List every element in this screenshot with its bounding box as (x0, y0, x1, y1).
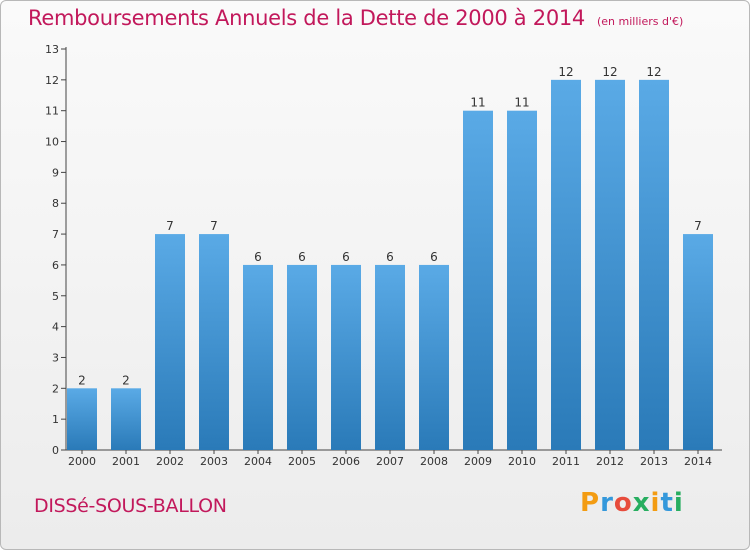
bar-value-label: 12 (646, 65, 661, 79)
bar[interactable] (155, 234, 185, 450)
bar[interactable] (331, 264, 361, 450)
bars (67, 79, 713, 450)
brand-letter: o (613, 488, 633, 518)
x-tick-label: 2002 (156, 455, 184, 468)
x-tick-label: 2005 (288, 455, 316, 468)
x-tick-label: 2010 (508, 455, 536, 468)
bar[interactable] (551, 79, 581, 450)
y-tick-label: 11 (45, 105, 59, 118)
x-tick-label: 2011 (552, 455, 580, 468)
labels: 0123456789101112132200022001720027200362… (45, 43, 712, 468)
bar[interactable] (507, 110, 537, 450)
bar-value-label: 2 (78, 373, 86, 387)
bar[interactable] (463, 110, 493, 450)
bar[interactable] (639, 79, 669, 450)
bar-value-label: 12 (558, 65, 573, 79)
bar-value-label: 7 (694, 219, 702, 233)
brand-logo[interactable]: Proxiti (580, 488, 684, 518)
location-name: DISSé-SOUS-BALLON (34, 495, 227, 517)
brand-letter: P (580, 488, 601, 518)
brand-letter: r (600, 488, 614, 518)
bar-value-label: 6 (254, 250, 262, 264)
bar-value-label: 12 (602, 65, 617, 79)
x-tick-label: 2012 (596, 455, 624, 468)
brand-letter: i (673, 488, 684, 518)
title-row: Remboursements Annuels de la Dette de 20… (28, 6, 683, 40)
bar[interactable] (67, 388, 97, 450)
bar[interactable] (375, 264, 405, 450)
bar-value-label: 6 (430, 250, 438, 264)
bar[interactable] (683, 234, 713, 450)
y-tick-label: 2 (52, 382, 59, 395)
y-tick-label: 9 (52, 166, 59, 179)
brand-letter: i (650, 488, 661, 518)
y-tick-label: 13 (45, 43, 59, 56)
bar-value-label: 2 (122, 373, 130, 387)
bar-value-label: 6 (386, 250, 394, 264)
bar[interactable] (199, 234, 229, 450)
y-tick-label: 4 (52, 321, 59, 334)
x-tick-label: 2014 (684, 455, 712, 468)
bar[interactable] (419, 264, 449, 450)
brand-letter: t (660, 488, 674, 518)
y-tick-label: 7 (52, 228, 59, 241)
chart-title: Remboursements Annuels de la Dette de 20… (28, 6, 585, 30)
x-tick-label: 2001 (112, 455, 140, 468)
bar-value-label: 7 (166, 219, 174, 233)
y-tick-label: 3 (52, 351, 59, 364)
bar-value-label: 7 (210, 219, 218, 233)
y-tick-label: 12 (45, 74, 59, 87)
bar-value-label: 11 (514, 96, 529, 110)
y-tick-label: 10 (45, 136, 59, 149)
bar[interactable] (287, 264, 317, 450)
brand-letter: x (632, 488, 651, 518)
x-tick-label: 2008 (420, 455, 448, 468)
bar-value-label: 6 (298, 250, 306, 264)
bar[interactable] (595, 79, 625, 450)
x-tick-label: 2009 (464, 455, 492, 468)
x-tick-label: 2006 (332, 455, 360, 468)
bar-value-label: 11 (470, 96, 485, 110)
x-tick-label: 2007 (376, 455, 404, 468)
x-tick-label: 2003 (200, 455, 228, 468)
y-tick-label: 5 (52, 290, 59, 303)
bar[interactable] (111, 388, 141, 450)
x-tick-label: 2004 (244, 455, 272, 468)
y-tick-label: 6 (52, 259, 59, 272)
x-tick-label: 2000 (68, 455, 96, 468)
y-tick-label: 1 (52, 413, 59, 426)
bar[interactable] (243, 264, 273, 450)
bar-value-label: 6 (342, 250, 350, 264)
y-tick-label: 0 (52, 444, 59, 457)
x-tick-label: 2013 (640, 455, 668, 468)
y-tick-label: 8 (52, 197, 59, 210)
chart-subtitle: (en milliers d'€) (597, 15, 684, 28)
